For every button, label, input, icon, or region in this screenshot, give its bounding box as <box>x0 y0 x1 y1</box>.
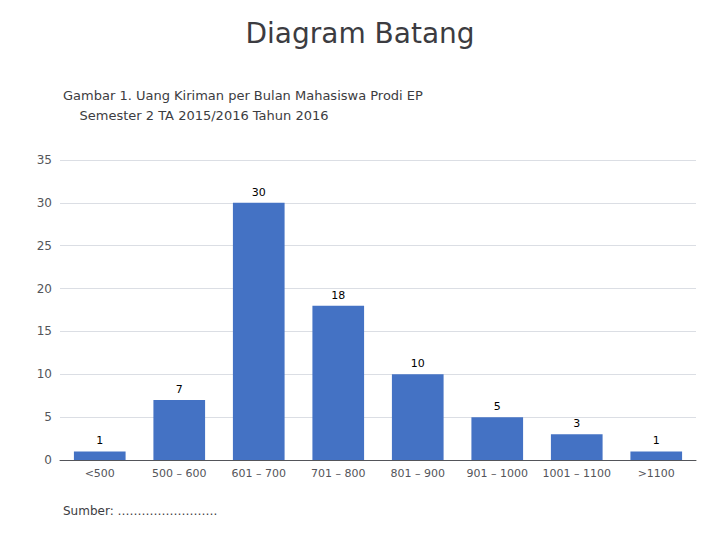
svg-text:Sumber: …………………….: Sumber: ……………………. <box>63 504 217 518</box>
svg-text:500 – 600: 500 – 600 <box>152 467 206 480</box>
svg-text:Semester 2 TA 2015/2016 Tahun: Semester 2 TA 2015/2016 Tahun 2016 <box>63 108 329 123</box>
svg-text:Gambar 1. Uang Kiriman per Bul: Gambar 1. Uang Kiriman per Bulan Mahasis… <box>63 88 423 103</box>
svg-text:30: 30 <box>252 186 266 199</box>
svg-text:35: 35 <box>37 153 52 167</box>
svg-text:>1100: >1100 <box>638 467 675 480</box>
svg-text:7: 7 <box>176 383 183 396</box>
svg-text:1: 1 <box>653 434 660 447</box>
svg-text:3: 3 <box>573 417 580 430</box>
svg-text:701 – 800: 701 – 800 <box>311 467 365 480</box>
svg-text:0: 0 <box>44 453 52 467</box>
svg-text:10: 10 <box>411 357 425 370</box>
svg-text:1001 – 1100: 1001 – 1100 <box>543 467 611 480</box>
svg-text:901 – 1000: 901 – 1000 <box>467 467 528 480</box>
svg-text:18: 18 <box>331 289 345 302</box>
svg-text:5: 5 <box>44 410 52 424</box>
svg-text:5: 5 <box>494 400 501 413</box>
svg-text:Diagram Batang: Diagram Batang <box>245 17 474 50</box>
svg-text:1: 1 <box>96 434 103 447</box>
svg-text:30: 30 <box>37 196 52 210</box>
svg-text:10: 10 <box>37 367 52 381</box>
svg-text:15: 15 <box>37 324 52 338</box>
svg-text:801 – 900: 801 – 900 <box>391 467 445 480</box>
svg-text:601 – 700: 601 – 700 <box>232 467 286 480</box>
svg-text:25: 25 <box>37 239 52 253</box>
svg-text:<500: <500 <box>85 467 115 480</box>
svg-text:20: 20 <box>37 282 52 296</box>
